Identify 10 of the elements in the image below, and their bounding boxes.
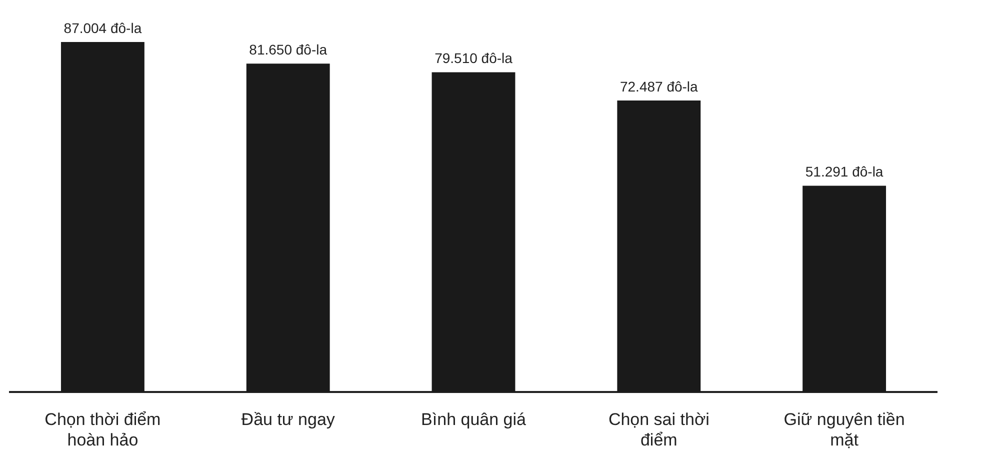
data-label: 81.650 đô-la — [249, 41, 328, 58]
data-label: 87.004 đô-la — [64, 20, 142, 36]
data-label: 51.291 đô-la — [805, 164, 884, 180]
x-tick-label: Chọn thời điểm hoàn hảo — [44, 410, 161, 450]
data-label: 72.487 đô-la — [620, 78, 698, 94]
x-tick-label: Giữ nguyên tiền mặt — [784, 410, 905, 450]
x-tick-label: Chọn sai thời điểm — [608, 410, 710, 450]
x-tick-label: Đầu tư ngay — [241, 410, 336, 430]
data-label: 79.510 đô-la — [434, 50, 513, 66]
x-tick-label: Bình quân giá — [421, 410, 527, 430]
